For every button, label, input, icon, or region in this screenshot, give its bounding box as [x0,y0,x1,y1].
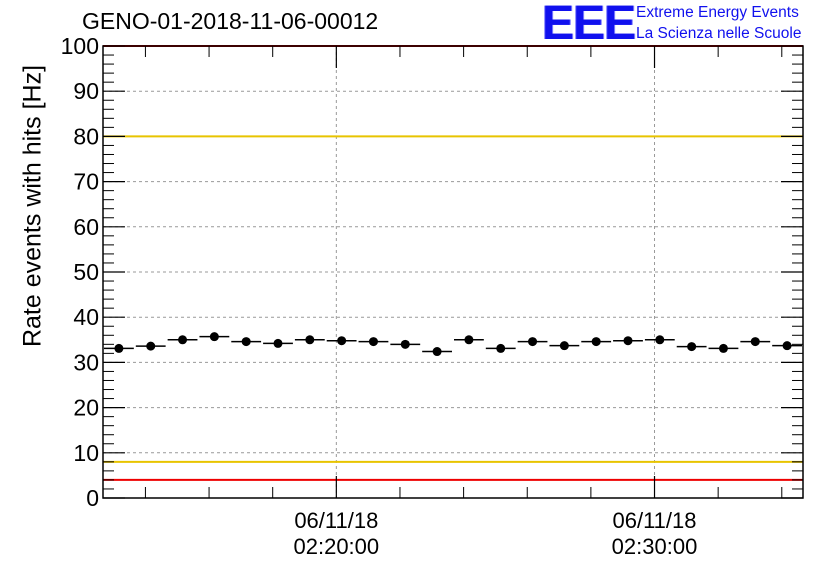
y-tick-label: 70 [73,169,99,195]
x-tick-label: 06/11/18 02:30:00 [612,508,698,560]
data-point [581,337,612,347]
point-marker [750,337,760,347]
y-tick-label: 60 [73,214,99,240]
point-marker [782,341,792,351]
point-marker [623,336,633,346]
point-marker [591,337,601,347]
data-point [772,341,802,351]
y-tick-label: 100 [61,33,99,59]
data-point [390,339,421,349]
data-point [740,337,771,347]
point-marker [718,343,728,353]
data-point [708,343,739,353]
point-marker [496,343,506,353]
y-tick-label: 80 [73,123,99,149]
data-point [231,337,262,347]
point-marker [273,338,283,348]
data-point [199,332,230,342]
x-tick-date: 06/11/18 [612,508,697,533]
grid [103,46,803,498]
point-marker [368,337,378,347]
data-point [326,336,357,346]
point-marker [432,347,442,357]
y-tick-label: 50 [73,259,99,285]
point-marker [114,343,124,353]
data-point [135,341,166,351]
eee-logo: EEE [542,0,636,50]
data-points [104,332,802,357]
data-point [167,335,198,345]
data-point [485,343,516,353]
data-point [613,336,643,346]
data-point [454,335,484,345]
point-marker [241,337,251,347]
y-tick-label: 90 [73,78,99,104]
x-tick-date: 06/11/18 [294,508,379,533]
point-marker [464,335,474,345]
data-point [517,337,548,347]
point-marker [528,337,538,347]
point-marker [559,341,569,351]
data-point [263,338,293,348]
x-tick-time: 02:30:00 [611,534,698,559]
point-marker [178,335,188,345]
chart-title: GENO-01-2018-11-06-00012 [82,8,379,34]
data-point [422,347,452,357]
data-point [104,343,134,353]
point-marker [146,341,156,351]
x-tick-time: 02:20:00 [293,534,380,559]
logo-subtitle-line1: Extreme Energy Events [636,4,799,21]
data-point [358,337,389,347]
point-marker [655,335,665,345]
y-tick-label: 0 [86,485,99,511]
plot-frame [102,45,804,499]
point-marker [337,336,347,346]
logo-subtitle-line2: La Scienza nelle Scuole [636,25,802,42]
data-point [676,342,707,352]
data-point [294,335,325,345]
data-point [549,341,580,351]
point-marker [305,335,315,345]
y-tick-label: 20 [73,395,99,421]
y-tick-labels: 0 10 20 30 40 50 60 70 80 90 100 [61,33,99,511]
y-tick-label: 30 [73,349,99,375]
y-tick-label: 40 [73,304,99,330]
x-tick-label: 06/11/18 02:20:00 [294,508,380,560]
reference-lines [103,45,803,481]
point-marker [687,342,697,352]
y-axis-label: Rate events with hits [Hz] [18,64,47,348]
y-tick-label: 10 [73,440,99,466]
point-marker [209,332,219,342]
data-point [644,335,675,345]
point-marker [400,339,410,349]
